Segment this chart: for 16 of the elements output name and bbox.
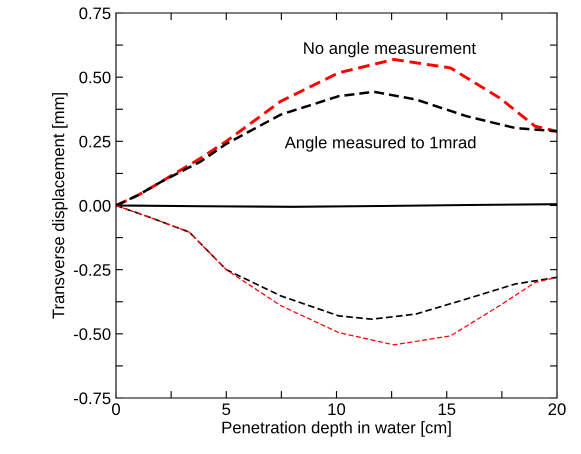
y-tick-label: 0.50 <box>79 72 110 84</box>
x-tick-label: 20 <box>548 403 566 416</box>
x-tick-label: 15 <box>438 403 456 416</box>
y-tick-label: -0.75 <box>74 392 110 404</box>
x-tick-label: 0 <box>112 403 120 416</box>
y-tick-label: -0.50 <box>74 328 110 340</box>
x-axis-title: Penetration depth in water [cm] <box>222 421 451 437</box>
annotation: No angle measurement <box>304 42 476 58</box>
y-tick-label: 0.25 <box>79 136 110 148</box>
y-tick-label: 0.75 <box>79 7 110 20</box>
y-tick-label: -0.25 <box>74 264 110 276</box>
y-axis-title: Transverse displacement [mm] <box>52 93 68 319</box>
x-tick-label: 5 <box>222 403 230 416</box>
y-tick-label: 0.00 <box>79 200 110 212</box>
annotation: Angle measured to 1mrad <box>284 136 476 152</box>
x-tick-label: 10 <box>328 403 346 416</box>
